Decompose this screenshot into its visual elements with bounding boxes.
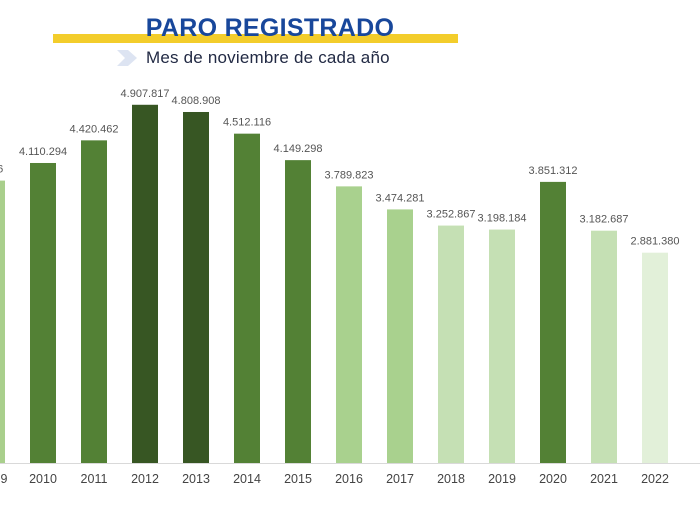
bar-2012 bbox=[132, 104, 158, 463]
x-tick-label-2021: 2021 bbox=[590, 472, 618, 486]
bar-2014 bbox=[234, 133, 260, 463]
value-label-2018: 3.252.867 bbox=[427, 209, 476, 221]
x-tick-label-2012: 2012 bbox=[131, 472, 159, 486]
x-tick-label-2010: 2010 bbox=[29, 472, 57, 486]
bar-2019 bbox=[489, 229, 515, 463]
bar-2021 bbox=[591, 230, 617, 463]
x-tick-label-2022: 2022 bbox=[641, 472, 669, 486]
x-tick-label-2018: 2018 bbox=[437, 472, 465, 486]
bar-2010 bbox=[30, 162, 56, 464]
value-label-2014: 4.512.116 bbox=[223, 117, 271, 129]
value-label-2017: 3.474.281 bbox=[376, 192, 425, 204]
bar-2018 bbox=[438, 225, 464, 463]
x-tick-label-2009: 9 bbox=[1, 472, 8, 486]
value-label-2012: 4.907.817 bbox=[121, 88, 170, 100]
bar-2016 bbox=[336, 186, 362, 463]
value-label-2019: 3.198.184 bbox=[478, 213, 527, 225]
title-underline bbox=[53, 34, 458, 43]
x-tick-label-2011: 2011 bbox=[81, 472, 108, 486]
x-tick-label-2020: 2020 bbox=[539, 472, 567, 486]
chevron-right-icon bbox=[117, 50, 137, 66]
bar-2017 bbox=[387, 209, 413, 463]
bar-2020 bbox=[540, 181, 566, 464]
value-label-2013: 4.808.908 bbox=[172, 95, 221, 107]
value-label-2021: 3.182.687 bbox=[580, 214, 629, 226]
value-label-2020: 3.851.312 bbox=[529, 165, 578, 177]
bar-2009 bbox=[0, 180, 5, 464]
x-tick-label-2017: 2017 bbox=[386, 472, 414, 486]
x-tick-label-2019: 2019 bbox=[488, 472, 516, 486]
value-label-2015: 4.149.298 bbox=[274, 143, 323, 155]
bar-2022 bbox=[642, 252, 668, 463]
x-tick-label-2014: 2014 bbox=[233, 472, 261, 486]
chart-subtitle: Mes de noviembre de cada año bbox=[146, 48, 390, 67]
value-label-2009: 946 bbox=[0, 164, 3, 176]
bar-2013 bbox=[183, 111, 209, 463]
bar-2011 bbox=[81, 140, 107, 464]
value-label-2011: 4.420.462 bbox=[70, 123, 119, 135]
value-label-2016: 3.789.823 bbox=[325, 169, 374, 181]
x-tick-label-2016: 2016 bbox=[335, 472, 363, 486]
x-tick-label-2015: 2015 bbox=[284, 472, 312, 486]
x-tick-label-2013: 2013 bbox=[182, 472, 210, 486]
value-label-2022: 2.881.380 bbox=[631, 236, 680, 248]
value-label-2010: 4.110.294 bbox=[19, 146, 67, 158]
bar-2015 bbox=[285, 160, 311, 463]
page-title: PARO REGISTRADO bbox=[145, 14, 395, 42]
